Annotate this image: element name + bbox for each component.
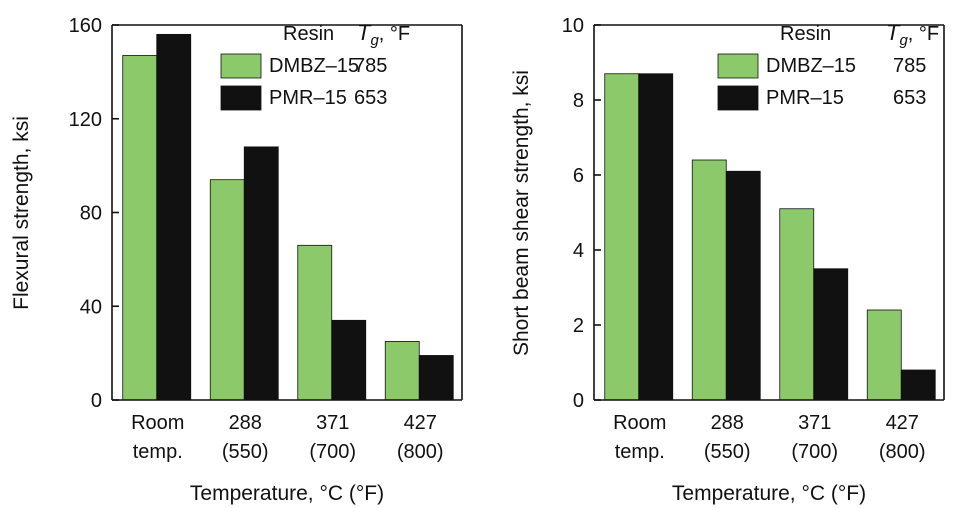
x-tick-label: temp. <box>615 441 665 463</box>
x-tick-label: 288 <box>711 412 744 434</box>
bar-dmbz15-3 <box>866 309 902 401</box>
y-axis-title: Flexural strength, ksi <box>10 116 33 310</box>
y-tick-label: 160 <box>69 15 102 37</box>
x-tick-label: 371 <box>316 412 349 434</box>
x-tick-label: 371 <box>798 412 831 434</box>
y-tick-label: 120 <box>69 109 102 131</box>
legend-series-name: DMBZ–15 <box>269 55 359 77</box>
y-tick-label: 4 <box>573 240 584 262</box>
bar-dmbz15-1 <box>691 159 727 401</box>
x-tick-label: (800) <box>879 441 926 463</box>
legend-series-tg: 653 <box>893 87 926 109</box>
legend-series-tg: 785 <box>354 55 387 77</box>
y-tick-label: 6 <box>573 165 584 187</box>
y-tick-label: 0 <box>91 390 102 412</box>
bar-dmbz15-2 <box>297 244 333 401</box>
bar-pmr15-0 <box>638 73 674 401</box>
bar-dmbz15-0 <box>122 55 158 401</box>
x-tick-label: (700) <box>791 441 838 463</box>
legend-swatch-0 <box>220 53 262 79</box>
x-axis-title: Temperature, °C (°F) <box>672 482 866 505</box>
bar-dmbz15-1 <box>209 179 245 401</box>
y-axis-title: Short beam shear strength, ksi <box>510 70 533 356</box>
y-tick-label: 40 <box>80 296 102 318</box>
x-tick-label: (550) <box>222 441 269 463</box>
y-tick-label: 0 <box>573 390 584 412</box>
bar-dmbz15-3 <box>384 341 420 401</box>
legend-swatch-1 <box>220 85 262 111</box>
legend-swatch-1 <box>717 85 759 111</box>
legend-series-tg: 653 <box>354 87 387 109</box>
flexural-strength-chart: Room temp. 288 (550) 371 (700) 427 (800) 0 40 80 12… <box>10 15 463 505</box>
x-tick-label: 288 <box>229 412 262 434</box>
x-axis-title: Temperature, °C (°F) <box>190 482 384 505</box>
legend: Resin Tg, °F DMBZ–15 785 PMR–15 653 <box>717 20 939 111</box>
y-tick-label: 2 <box>573 315 584 337</box>
legend-series-name: DMBZ–15 <box>766 55 856 77</box>
y-tick-label: 80 <box>80 203 102 225</box>
bar-pmr15-2 <box>331 319 367 401</box>
legend-header-resin: Resin <box>283 23 334 45</box>
bar-pmr15-3 <box>418 355 454 401</box>
y-tick-label: 8 <box>573 90 584 112</box>
x-tick-label: 427 <box>404 412 437 434</box>
bar-pmr15-1 <box>725 170 761 401</box>
legend-series-tg: 785 <box>893 55 926 77</box>
short-beam-shear-chart: Room temp. 288 (550) 371 (700) 427 (800) 0 2 4 6 8 10… <box>510 15 945 505</box>
bar-pmr15-3 <box>900 369 936 401</box>
legend-series-name: PMR–15 <box>766 87 844 109</box>
x-tick-label: (700) <box>309 441 356 463</box>
legend-header-tg: Tg, °F <box>886 20 939 49</box>
x-tick-label: temp. <box>133 441 183 463</box>
legend-header-resin: Resin <box>780 23 831 45</box>
x-tick-label: Room <box>613 412 666 434</box>
bar-pmr15-0 <box>156 33 192 401</box>
y-tick-label: 10 <box>562 15 584 37</box>
x-tick-label: (800) <box>397 441 444 463</box>
legend-series-name: PMR–15 <box>269 87 347 109</box>
bar-dmbz15-0 <box>604 73 640 401</box>
x-tick-label: (550) <box>704 441 751 463</box>
x-tick-label: Room <box>131 412 184 434</box>
legend-swatch-0 <box>717 53 759 79</box>
bar-pmr15-2 <box>813 268 849 401</box>
bar-pmr15-1 <box>243 146 279 401</box>
bar-dmbz15-2 <box>779 208 815 401</box>
legend-header-tg: Tg, °F <box>357 20 410 49</box>
x-tick-label: 427 <box>886 412 919 434</box>
